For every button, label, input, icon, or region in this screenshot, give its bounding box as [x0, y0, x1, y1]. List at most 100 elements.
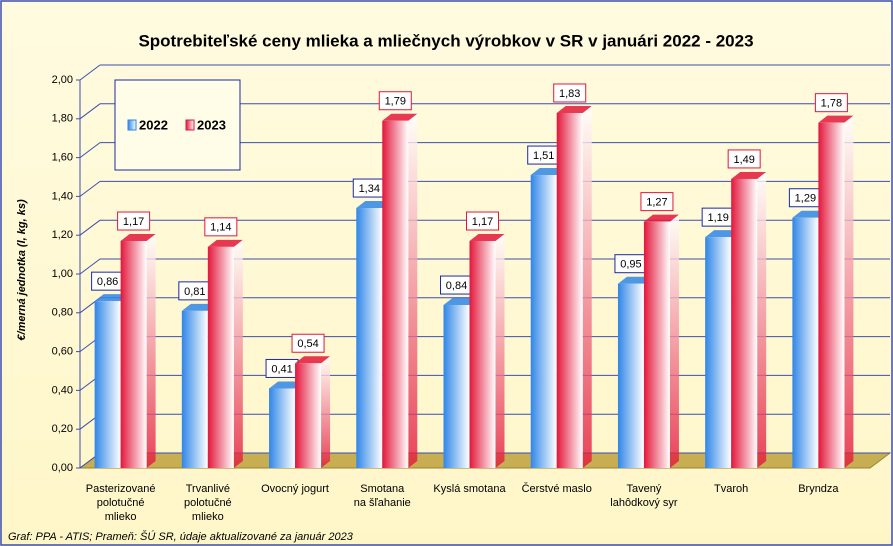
y-tick-label: 1,60 [52, 152, 73, 164]
x-tick-label: Bryndza [798, 483, 839, 495]
bar [269, 388, 296, 468]
value-label-box [727, 149, 761, 169]
y-tick-label: 0,80 [52, 307, 73, 319]
grid-line [79, 219, 101, 236]
value-label: 1,19 [707, 212, 728, 224]
value-label-box [553, 83, 587, 103]
bar [443, 305, 470, 468]
grid-line [79, 64, 101, 81]
bar [356, 208, 383, 469]
x-tick-label: Tvaroh [714, 483, 749, 495]
y-tick-label: 1,80 [52, 113, 73, 125]
x-tick-label: Ovocný jogurt [261, 483, 329, 495]
x-tick-label: Pasterizované polotučné mlieko [85, 483, 156, 523]
bar [731, 178, 758, 468]
x-tick-label: Tavený lahôdkový syr [610, 483, 678, 509]
chart-title: Spotrebiteľské ceny mlieka a mliečnych v… [138, 31, 753, 50]
bar-group [818, 115, 854, 469]
bar-top [207, 239, 243, 247]
bar [120, 241, 147, 468]
value-label: 0,41 [271, 363, 292, 375]
y-tick-label: 1,20 [52, 229, 73, 241]
grid-line [79, 258, 101, 275]
value-label: 1,49 [733, 154, 754, 166]
bar-group [207, 239, 243, 468]
legend-label: 2022 [139, 117, 168, 132]
bar [469, 241, 496, 468]
bar [556, 112, 583, 468]
bar-group [556, 105, 592, 468]
legend-swatch [185, 119, 195, 131]
grid-line [79, 103, 101, 120]
bar-side [844, 115, 854, 469]
bar-side [495, 234, 505, 468]
y-tick-label: 0,00 [52, 462, 73, 474]
value-label-box [814, 93, 848, 113]
bar-side [321, 356, 331, 468]
bar-group [356, 201, 392, 469]
y-axis-label: €/merná jednotka (l, kg, ks) [16, 199, 28, 341]
legend-swatch [127, 119, 137, 131]
value-label: 1,27 [646, 197, 667, 209]
value-label-box [204, 217, 238, 237]
bar-top [469, 234, 505, 242]
bar-top [120, 234, 156, 242]
y-tick-label: 0,40 [52, 384, 73, 396]
legend-label: 2023 [197, 117, 226, 132]
bar [818, 122, 845, 469]
y-tick-label: 1,00 [52, 268, 73, 280]
bar-top [556, 105, 592, 113]
value-label: 1,34 [359, 183, 380, 195]
x-tick-label: Trvanlivé polotučné mlieko [183, 483, 232, 523]
bar [295, 363, 322, 468]
bar-side [757, 171, 767, 468]
bar-side [669, 214, 679, 468]
value-label: 1,83 [559, 88, 580, 100]
value-label: 0,81 [184, 286, 205, 298]
bar-group [643, 214, 679, 468]
y-tick-label: 0,60 [52, 346, 73, 358]
bar [382, 120, 409, 469]
value-label: 1,17 [472, 216, 493, 228]
value-label-box [466, 211, 499, 231]
bar-top [731, 171, 767, 179]
value-label: 1,29 [795, 193, 816, 205]
x-tick-label: Smotana na šľahanie [353, 483, 411, 509]
value-label: 0,95 [620, 259, 641, 271]
value-label-box [378, 91, 412, 111]
bar [705, 237, 732, 468]
grid-line [79, 180, 101, 197]
y-tick-label: 2,00 [52, 74, 73, 86]
bar-group [120, 234, 156, 468]
bar [207, 246, 234, 468]
value-label: 0,54 [297, 338, 318, 350]
bar [643, 221, 670, 468]
bar-top [295, 356, 331, 364]
bar [94, 301, 121, 468]
footnote: Graf: PPA - ATIS; Prameň: ŠÚ SR, údaje a… [8, 530, 354, 543]
x-tick-label: Čerstvé maslo [521, 483, 592, 495]
bar [617, 283, 644, 468]
bar-group [469, 234, 505, 468]
value-label: 1,14 [210, 222, 231, 234]
value-label: 0,86 [97, 276, 118, 288]
value-label-box [117, 211, 151, 231]
y-tick-label: 0,20 [52, 423, 73, 435]
value-label-box [291, 333, 325, 353]
value-label: 1,51 [533, 150, 554, 162]
grid-line [79, 142, 101, 159]
bar-top [643, 214, 679, 222]
x-tick-label: Kyslá smotana [433, 483, 506, 495]
y-tick-label: 1,40 [52, 190, 73, 202]
bar-group [731, 171, 767, 468]
bar-side [408, 113, 418, 469]
bar-side [582, 105, 592, 468]
bar-group [382, 113, 418, 469]
bar-top [382, 113, 418, 121]
value-label: 1,17 [123, 216, 144, 228]
bar-side [146, 234, 156, 468]
bar-side [233, 239, 243, 468]
